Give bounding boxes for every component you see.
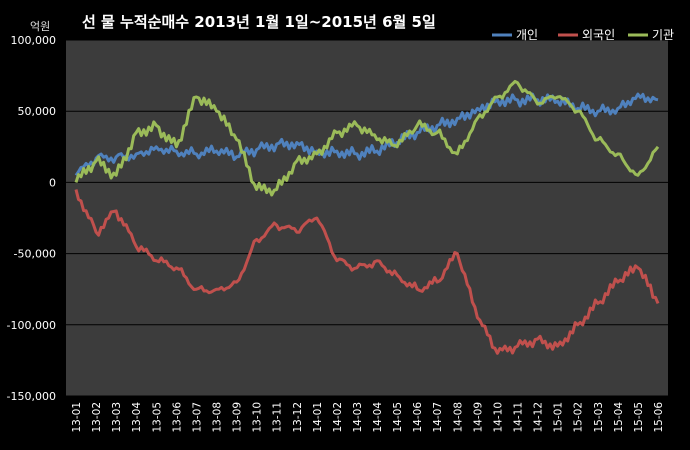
y-tick-label: 0 <box>49 176 56 189</box>
x-axis: 13-01 13-02 13-03 13-04 13-05 13-06 13-07 13-08… <box>71 402 665 433</box>
x-tick-label: 15-03 <box>593 402 605 433</box>
x-tick-label: 13-02 <box>91 402 103 433</box>
legend-label: 외국인 <box>582 28 615 42</box>
x-tick-label: 14-04 <box>372 402 384 433</box>
x-tick-label: 13-01 <box>71 402 83 433</box>
x-tick-label: 14-05 <box>392 402 404 433</box>
y-tick-label: -50,000 <box>14 248 56 261</box>
x-tick-label: 14-10 <box>492 402 504 433</box>
gridlines <box>66 39 668 397</box>
y-tick-label: -100,000 <box>7 319 56 332</box>
x-tick-label: 14-12 <box>533 402 545 433</box>
legend-label: 기관 <box>652 28 674 42</box>
x-tick-label: 13-08 <box>212 402 224 433</box>
series-line-1 <box>74 189 660 355</box>
x-tick-label: 15-04 <box>613 402 625 433</box>
x-tick-label: 13-07 <box>191 402 203 433</box>
x-tick-label: 13-05 <box>151 402 163 433</box>
legend-label: 개인 <box>516 28 538 42</box>
x-tick-label: 13-09 <box>232 402 244 433</box>
x-tick-label: 13-11 <box>272 402 284 433</box>
y-tick-label: 100,000 <box>11 34 57 47</box>
x-tick-label: 15-01 <box>553 402 565 433</box>
y-tick-label: -150,000 <box>7 390 56 403</box>
x-tick-label: 14-03 <box>352 402 364 433</box>
x-tick-label: 15-05 <box>633 402 645 433</box>
plot-area <box>66 40 668 396</box>
x-tick-label: 13-06 <box>171 402 183 433</box>
x-tick-label: 14-11 <box>513 402 525 433</box>
x-tick-label: 14-07 <box>432 402 444 433</box>
x-tick-label: 14-09 <box>472 402 484 433</box>
x-tick-label: 13-10 <box>252 402 264 433</box>
y-axis: 100,000 50,000 0 -50,000 -100,000 -150,000 <box>7 34 56 403</box>
x-tick-label: 13-12 <box>292 402 304 433</box>
x-tick-label: 14-02 <box>332 402 344 433</box>
x-tick-label: 14-06 <box>412 402 424 433</box>
y-tick-label: 50,000 <box>18 105 57 118</box>
x-tick-label: 13-03 <box>111 402 123 433</box>
chart-title: 선 물 누적순매수 2013년 1월 1일~2015년 6월 5일 <box>82 13 436 31</box>
legend: 개인 외국인 기관 <box>492 28 674 42</box>
x-tick-label: 14-01 <box>312 402 324 433</box>
x-tick-label: 15-02 <box>573 402 585 433</box>
series-line-0 <box>74 92 659 177</box>
series-lines <box>74 79 660 355</box>
x-tick-label: 15-06 <box>653 402 665 433</box>
x-tick-label: 13-04 <box>131 402 143 433</box>
unit-label: 억원 <box>30 20 50 33</box>
series-line-2 <box>74 79 660 197</box>
x-tick-label: 14-08 <box>452 402 464 433</box>
